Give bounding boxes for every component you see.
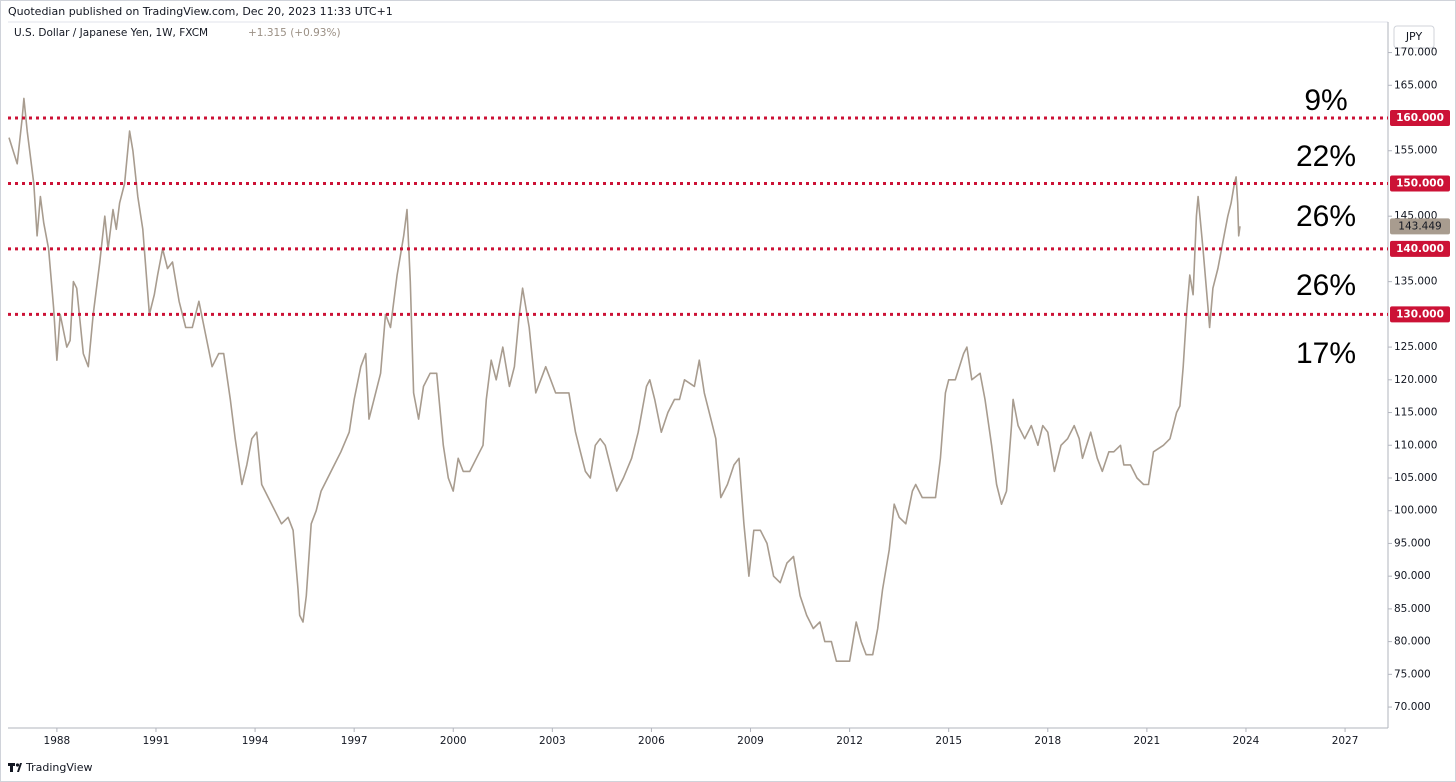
x-tick-label: 1988	[44, 735, 71, 747]
level-tag	[1390, 240, 1450, 257]
y-tick-label: 110.000	[1394, 439, 1437, 451]
x-tick-label: 2018	[1034, 735, 1061, 747]
level-label: 150.000	[1396, 177, 1444, 189]
x-tick-label: 1997	[341, 735, 368, 747]
x-tick-label: 2024	[1233, 735, 1260, 747]
y-tick-label: 170.000	[1394, 47, 1437, 59]
annotation: 26%	[1296, 269, 1356, 302]
x-tick-label: 2021	[1134, 735, 1161, 747]
change: +1.315 (+0.93%)	[248, 27, 341, 39]
y-tick-label: 165.000	[1394, 79, 1437, 91]
annotation: 26%	[1296, 200, 1356, 233]
y-tick-label: 125.000	[1394, 341, 1437, 353]
annotation: 22%	[1296, 140, 1356, 173]
header: Quotedian published on TradingView.com, …	[8, 5, 393, 18]
price-line	[8, 97, 1241, 662]
level-tag	[1390, 110, 1450, 127]
logo	[8, 763, 22, 772]
x-tick-label: 2000	[440, 735, 467, 747]
x-tick-label: 2027	[1332, 735, 1359, 747]
y-tick-label: 100.000	[1394, 505, 1437, 517]
x-tick-label: 1991	[143, 735, 170, 747]
y-tick-label: 135.000	[1394, 276, 1437, 288]
annotation: 9%	[1304, 84, 1347, 117]
y-tick-label: 80.000	[1394, 636, 1431, 648]
chart-title: U.S. Dollar / Japanese Yen, 1W, FXCM	[14, 27, 208, 39]
x-tick-label: 2006	[638, 735, 665, 747]
y-tick-label: 105.000	[1394, 472, 1437, 484]
x-tick-label: 2015	[935, 735, 962, 747]
annotation: 17%	[1296, 337, 1356, 370]
y-tick-label: 115.000	[1394, 407, 1437, 419]
level-tag	[1390, 306, 1450, 323]
level-tag	[1390, 175, 1450, 192]
x-tick-label: 2003	[539, 735, 566, 747]
y-tick-label: 95.000	[1394, 537, 1431, 549]
level-label: 130.000	[1396, 308, 1444, 320]
y-tick-label: 120.000	[1394, 374, 1437, 386]
last-price-label: 143.449	[1398, 220, 1441, 232]
x-tick-label: 1994	[242, 735, 269, 747]
footer: TradingView	[25, 761, 92, 774]
y-tick-label: 75.000	[1394, 668, 1431, 680]
y-tick-label: 70.000	[1394, 701, 1431, 713]
last-price-tag	[1390, 218, 1450, 235]
x-tick-label: 2009	[737, 735, 764, 747]
currency-box[interactable]	[1393, 25, 1435, 49]
x-tick-label: 2012	[836, 735, 863, 747]
y-tick-label: 155.000	[1394, 145, 1437, 157]
currency: JPY	[1405, 30, 1423, 43]
y-tick-label: 90.000	[1394, 570, 1431, 582]
y-tick-label: 85.000	[1394, 603, 1431, 615]
level-label: 140.000	[1396, 243, 1444, 255]
level-label: 160.000	[1396, 112, 1444, 124]
